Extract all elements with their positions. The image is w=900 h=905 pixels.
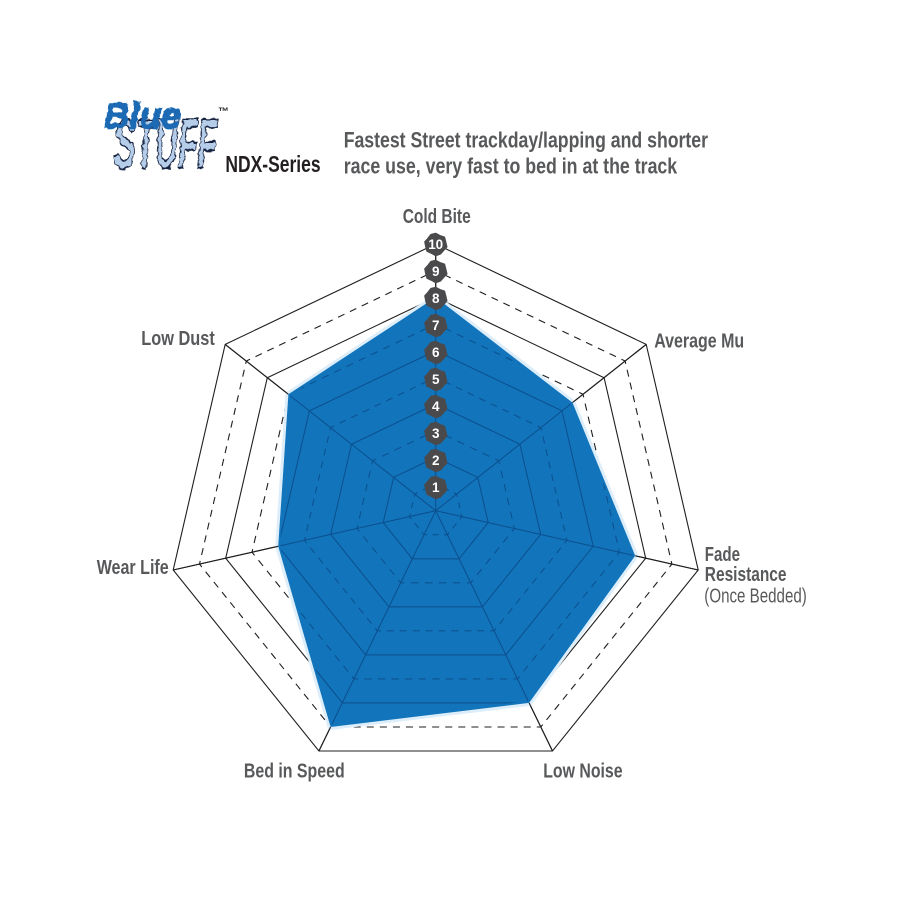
- svg-text:NDX-Series: NDX-Series: [225, 151, 320, 177]
- svg-text:Blue: Blue: [104, 95, 181, 136]
- svg-text:6: 6: [432, 345, 440, 360]
- svg-text:1: 1: [432, 480, 440, 495]
- svg-text:Bed in Speed: Bed in Speed: [244, 761, 345, 783]
- svg-text:race use, very fast to bed in: race use, very fast to bed in at the tra…: [344, 154, 678, 179]
- svg-text:Fastest Street trackday/lappin: Fastest Street trackday/lapping and shor…: [344, 127, 709, 152]
- svg-text:5: 5: [432, 372, 440, 387]
- svg-text:(Once Bedded): (Once Bedded): [704, 586, 807, 608]
- svg-text:Average Mu: Average Mu: [654, 331, 744, 353]
- svg-text:Low Noise: Low Noise: [543, 761, 622, 783]
- svg-text:7: 7: [432, 318, 440, 333]
- svg-text:3: 3: [432, 426, 440, 441]
- svg-text:Wear Life: Wear Life: [97, 557, 169, 579]
- svg-text:10: 10: [428, 237, 443, 252]
- svg-text:Resistance: Resistance: [705, 564, 787, 586]
- svg-text:STUFF: STUFF: [114, 103, 218, 183]
- svg-text:9: 9: [432, 264, 440, 279]
- svg-text:Low Dust: Low Dust: [141, 328, 215, 350]
- svg-text:Cold Bite: Cold Bite: [403, 206, 471, 228]
- svg-text:Fade: Fade: [705, 544, 740, 566]
- svg-text:™: ™: [218, 106, 229, 118]
- svg-text:4: 4: [432, 399, 440, 414]
- svg-text:2: 2: [432, 453, 440, 468]
- svg-text:8: 8: [432, 291, 440, 306]
